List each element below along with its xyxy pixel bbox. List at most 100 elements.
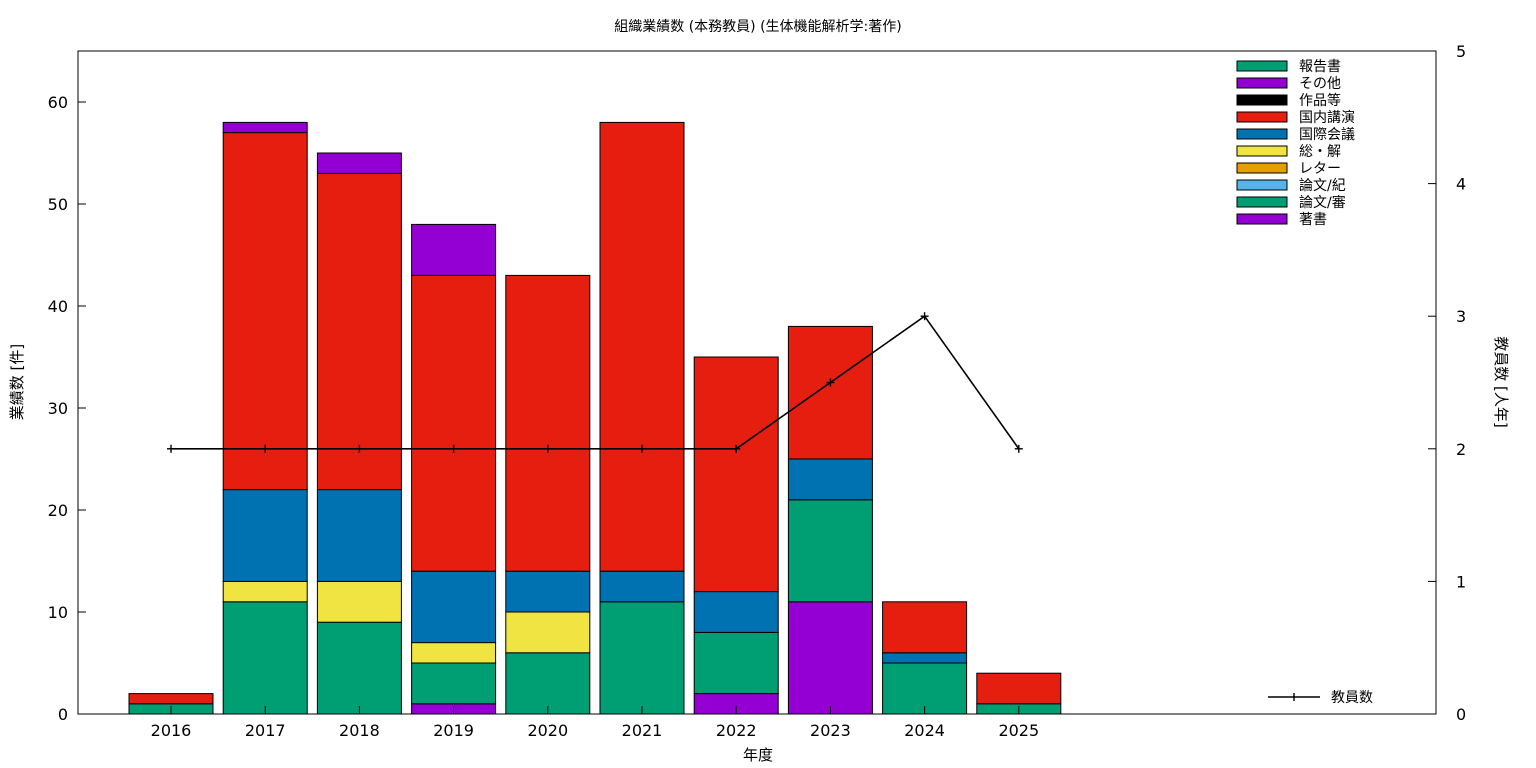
line-point-2016 xyxy=(167,444,175,453)
legend-item: 国内講演 xyxy=(1236,110,1355,126)
y2-axis-title: 教員数 [人年] xyxy=(1492,336,1510,427)
legend-label: 著書 xyxy=(1299,212,1327,228)
line-point-2025 xyxy=(1014,444,1023,453)
bars-layer xyxy=(128,121,1062,715)
legend-label: 作品等 xyxy=(1299,92,1341,109)
line-layer xyxy=(167,312,1023,453)
y-axis-title: 業績数 [件] xyxy=(8,344,26,420)
bar-2022-series-6 xyxy=(693,356,779,593)
x-tick-label-2020: 2020 xyxy=(527,721,568,740)
line-point-2024 xyxy=(920,312,929,321)
x-tick-label-2024: 2024 xyxy=(904,721,945,740)
legend-item: その他 xyxy=(1236,76,1341,92)
bar-2023-series-1 xyxy=(787,499,873,603)
legend-item-line: 教員数 xyxy=(1268,690,1373,706)
bar-2018-series-5 xyxy=(316,489,402,582)
y-tick-label-10: 10 xyxy=(48,603,68,622)
bar-2023-series-5 xyxy=(787,458,873,501)
y2-tick-label-1: 1 xyxy=(1456,572,1466,591)
y-tick-label-60: 60 xyxy=(48,93,68,112)
bar-2020-series-6 xyxy=(505,274,591,572)
y-tick-label-0: 0 xyxy=(58,705,68,724)
legend-swatch xyxy=(1236,128,1288,140)
legend-label: 総・解 xyxy=(1299,144,1341,160)
bar-2021-series-5 xyxy=(599,570,685,603)
y-tick-label-20: 20 xyxy=(48,501,68,520)
x-tick-label-2016: 2016 xyxy=(151,721,192,740)
legend-label: 国内講演 xyxy=(1299,110,1355,126)
bar-2020-series-4 xyxy=(505,611,591,654)
x-tick-label-2023: 2023 xyxy=(810,721,851,740)
bar-2022-series-1 xyxy=(693,631,779,695)
legend-swatch xyxy=(1236,60,1288,72)
legend-label: 論文/審 xyxy=(1299,195,1346,211)
line-series-faculty xyxy=(171,315,1020,450)
bar-2017-series-8 xyxy=(222,121,308,134)
y-tick-label-40: 40 xyxy=(48,297,68,316)
bar-2021-series-1 xyxy=(599,601,685,715)
bar-2019-series-5 xyxy=(411,570,497,644)
bar-2020-series-5 xyxy=(505,570,591,613)
legend-label: 報告書 xyxy=(1299,59,1341,75)
x-tick-label-2018: 2018 xyxy=(339,721,380,740)
legend-label: 論文/紀 xyxy=(1299,178,1346,194)
bar-2017-series-5 xyxy=(222,489,308,582)
line-point-2023 xyxy=(826,378,835,387)
legend-swatch xyxy=(1236,196,1288,208)
x-tick-label-2022: 2022 xyxy=(716,721,757,740)
legend-item: 著書 xyxy=(1236,212,1327,228)
chart-title: 組織業績数 (本務教員) (生体機能解析学:著作) xyxy=(614,19,901,35)
legend-swatch xyxy=(1236,145,1288,157)
y-tick-label-50: 50 xyxy=(48,195,68,214)
bar-2019-series-4 xyxy=(411,642,497,664)
line-point-2019 xyxy=(449,444,458,453)
y2-tick-label-4: 4 xyxy=(1456,175,1466,194)
legend-label: レター xyxy=(1299,161,1341,177)
legend-swatch xyxy=(1236,162,1288,174)
axes-layer: 0 10 20 30 40 50 60 0 1 2 3 4 5 2016 2017 2018 2019 2020 2… xyxy=(48,42,1467,740)
legend-swatch xyxy=(1236,213,1288,225)
legend-label: 国際会議 xyxy=(1299,126,1355,143)
bar-2019-series-1 xyxy=(411,662,497,705)
bar-2018-series-6 xyxy=(316,172,402,491)
plot-frame xyxy=(77,50,1437,715)
x-axis-title: 年度 xyxy=(743,746,773,764)
legend-swatch xyxy=(1236,179,1288,191)
line-point-2022 xyxy=(732,444,741,453)
bar-2018-series-8 xyxy=(316,152,402,174)
legend-item: レター xyxy=(1236,161,1341,177)
bar-2018-series-1 xyxy=(316,621,402,715)
bar-2025-series-6 xyxy=(976,672,1062,705)
x-tick-label-2019: 2019 xyxy=(433,721,474,740)
line-point-2021 xyxy=(638,444,646,453)
legend-label: その他 xyxy=(1299,76,1341,92)
legend-item: 報告書 xyxy=(1236,59,1341,75)
bar-2023-series-0 xyxy=(787,601,873,715)
bar-2017-series-1 xyxy=(222,601,308,715)
y2-tick-label-5: 5 xyxy=(1456,42,1466,61)
legend-label: 教員数 xyxy=(1331,690,1373,706)
y2-tick-label-0: 0 xyxy=(1456,705,1466,724)
legend-swatch xyxy=(1236,94,1288,106)
x-tick-label-2025: 2025 xyxy=(998,721,1039,740)
bar-2019-series-8 xyxy=(411,223,497,276)
x-tick-label-2021: 2021 xyxy=(622,721,663,740)
legend-swatch xyxy=(1236,77,1288,89)
bar-2020-series-1 xyxy=(505,652,591,715)
bar-2019-series-6 xyxy=(411,274,497,572)
y2-tick-label-2: 2 xyxy=(1456,440,1466,459)
bar-2024-series-5 xyxy=(882,652,968,664)
bar-2021-series-6 xyxy=(599,121,685,572)
bar-2023-series-6 xyxy=(787,325,873,460)
legend-item: 国際会議 xyxy=(1236,126,1355,143)
bar-2022-series-5 xyxy=(693,591,779,633)
x-tick-label-2017: 2017 xyxy=(245,721,286,740)
legend-item: 論文/審 xyxy=(1236,195,1346,211)
line-point-2018 xyxy=(355,444,364,453)
legend-swatch xyxy=(1236,111,1288,123)
bar-2016-series-6 xyxy=(128,693,214,705)
legend-item: 総・解 xyxy=(1236,144,1341,160)
y2-tick-label-3: 3 xyxy=(1456,307,1466,326)
